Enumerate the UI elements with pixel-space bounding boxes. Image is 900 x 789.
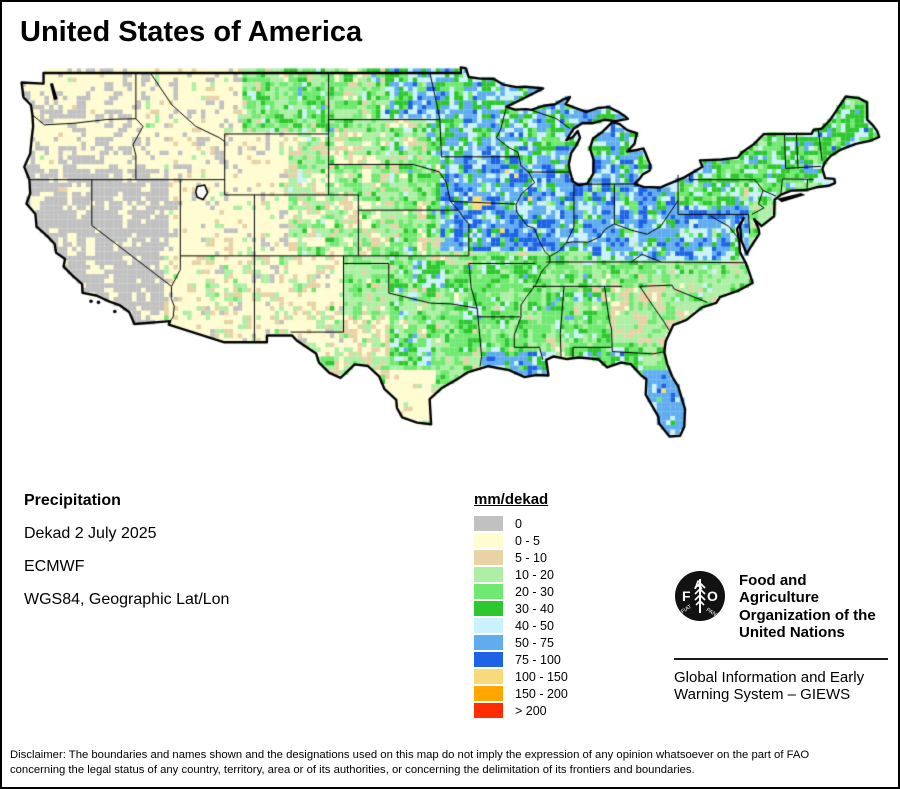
legend-label: 20 - 30 — [515, 584, 554, 599]
legend-swatch — [474, 550, 503, 565]
fao-name-line: Organization of the — [739, 606, 876, 624]
legend-swatch — [474, 669, 503, 684]
legend-swatch — [474, 686, 503, 701]
legend: mm/dekad 0 0 - 5 5 - 10 10 - 20 20 - 30 30 - … — [474, 491, 568, 719]
fao-divider — [674, 657, 888, 660]
page-title: United States of America — [20, 16, 363, 48]
legend-label: > 200 — [515, 703, 547, 718]
fao-name: Food and Agriculture Organization of the… — [739, 572, 890, 642]
svg-text:A: A — [694, 578, 703, 592]
legend-label: 75 - 100 — [515, 652, 561, 667]
legend-swatch — [474, 635, 503, 650]
info-projection: WGS84, Geographic Lat/Lon — [24, 591, 230, 608]
legend-swatch — [474, 652, 503, 667]
svg-text:O: O — [707, 588, 718, 604]
legend-row: 150 - 200 — [474, 685, 568, 702]
giews-label: Global Information and Early Warning Sys… — [674, 669, 890, 704]
info-heading: Precipitation — [24, 492, 121, 509]
legend-row: 20 - 30 — [474, 583, 568, 600]
legend-row: 40 - 50 — [474, 617, 568, 634]
legend-row: 10 - 20 — [474, 566, 568, 583]
fao-logo-icon: F A O FIAT PANIS — [675, 571, 725, 621]
legend-swatch — [474, 618, 503, 633]
svg-text:F: F — [682, 588, 691, 604]
legend-row: 30 - 40 — [474, 600, 568, 617]
legend-label: 50 - 75 — [515, 635, 554, 650]
legend-swatch — [474, 584, 503, 599]
disclaimer: Disclaimer: The boundaries and names sho… — [10, 748, 892, 778]
legend-row: > 200 — [474, 702, 568, 719]
legend-label: 150 - 200 — [515, 686, 568, 701]
legend-swatch — [474, 516, 503, 531]
legend-label: 0 — [515, 516, 522, 531]
giews-line: Warning System – GIEWS — [674, 686, 851, 704]
info-dekad: Dekad 2 July 2025 — [24, 525, 157, 542]
legend-row: 75 - 100 — [474, 651, 568, 668]
legend-swatch — [474, 567, 503, 582]
legend-row: 50 - 75 — [474, 634, 568, 651]
legend-row: 100 - 150 — [474, 668, 568, 685]
map-info-block: Precipitation Dekad 2 July 2025 ECMWF WG… — [24, 492, 229, 624]
info-source: ECMWF — [24, 558, 85, 575]
legend-rows: 0 0 - 5 5 - 10 10 - 20 20 - 30 30 - 40 40 - 50… — [474, 515, 568, 719]
fao-name-line: Food and Agriculture — [739, 572, 820, 607]
legend-row: 0 — [474, 515, 568, 532]
legend-title: mm/dekad — [474, 491, 549, 508]
legend-label: 5 - 10 — [515, 550, 547, 565]
usa-precipitation-map — [2, 2, 898, 482]
legend-label: 100 - 150 — [515, 669, 568, 684]
fao-name-line: United Nations — [739, 624, 845, 642]
legend-label: 10 - 20 — [515, 567, 554, 582]
legend-label: 30 - 40 — [515, 601, 554, 616]
svg-text:FIAT: FIAT — [680, 604, 693, 616]
disclaimer-line: concerning the legal status of any count… — [10, 764, 695, 776]
legend-row: 0 - 5 — [474, 532, 568, 549]
disclaimer-line: Disclaimer: The boundaries and names sho… — [10, 749, 810, 761]
legend-label: 0 - 5 — [515, 533, 541, 548]
legend-swatch — [474, 703, 503, 718]
legend-label: 40 - 50 — [515, 618, 554, 633]
giews-line: Global Information and Early — [674, 668, 865, 686]
legend-row: 5 - 10 — [474, 549, 568, 566]
fao-block: F A O FIAT PANIS Food and Agriculture Or… — [674, 570, 890, 704]
legend-swatch — [474, 533, 503, 548]
legend-swatch — [474, 601, 503, 616]
